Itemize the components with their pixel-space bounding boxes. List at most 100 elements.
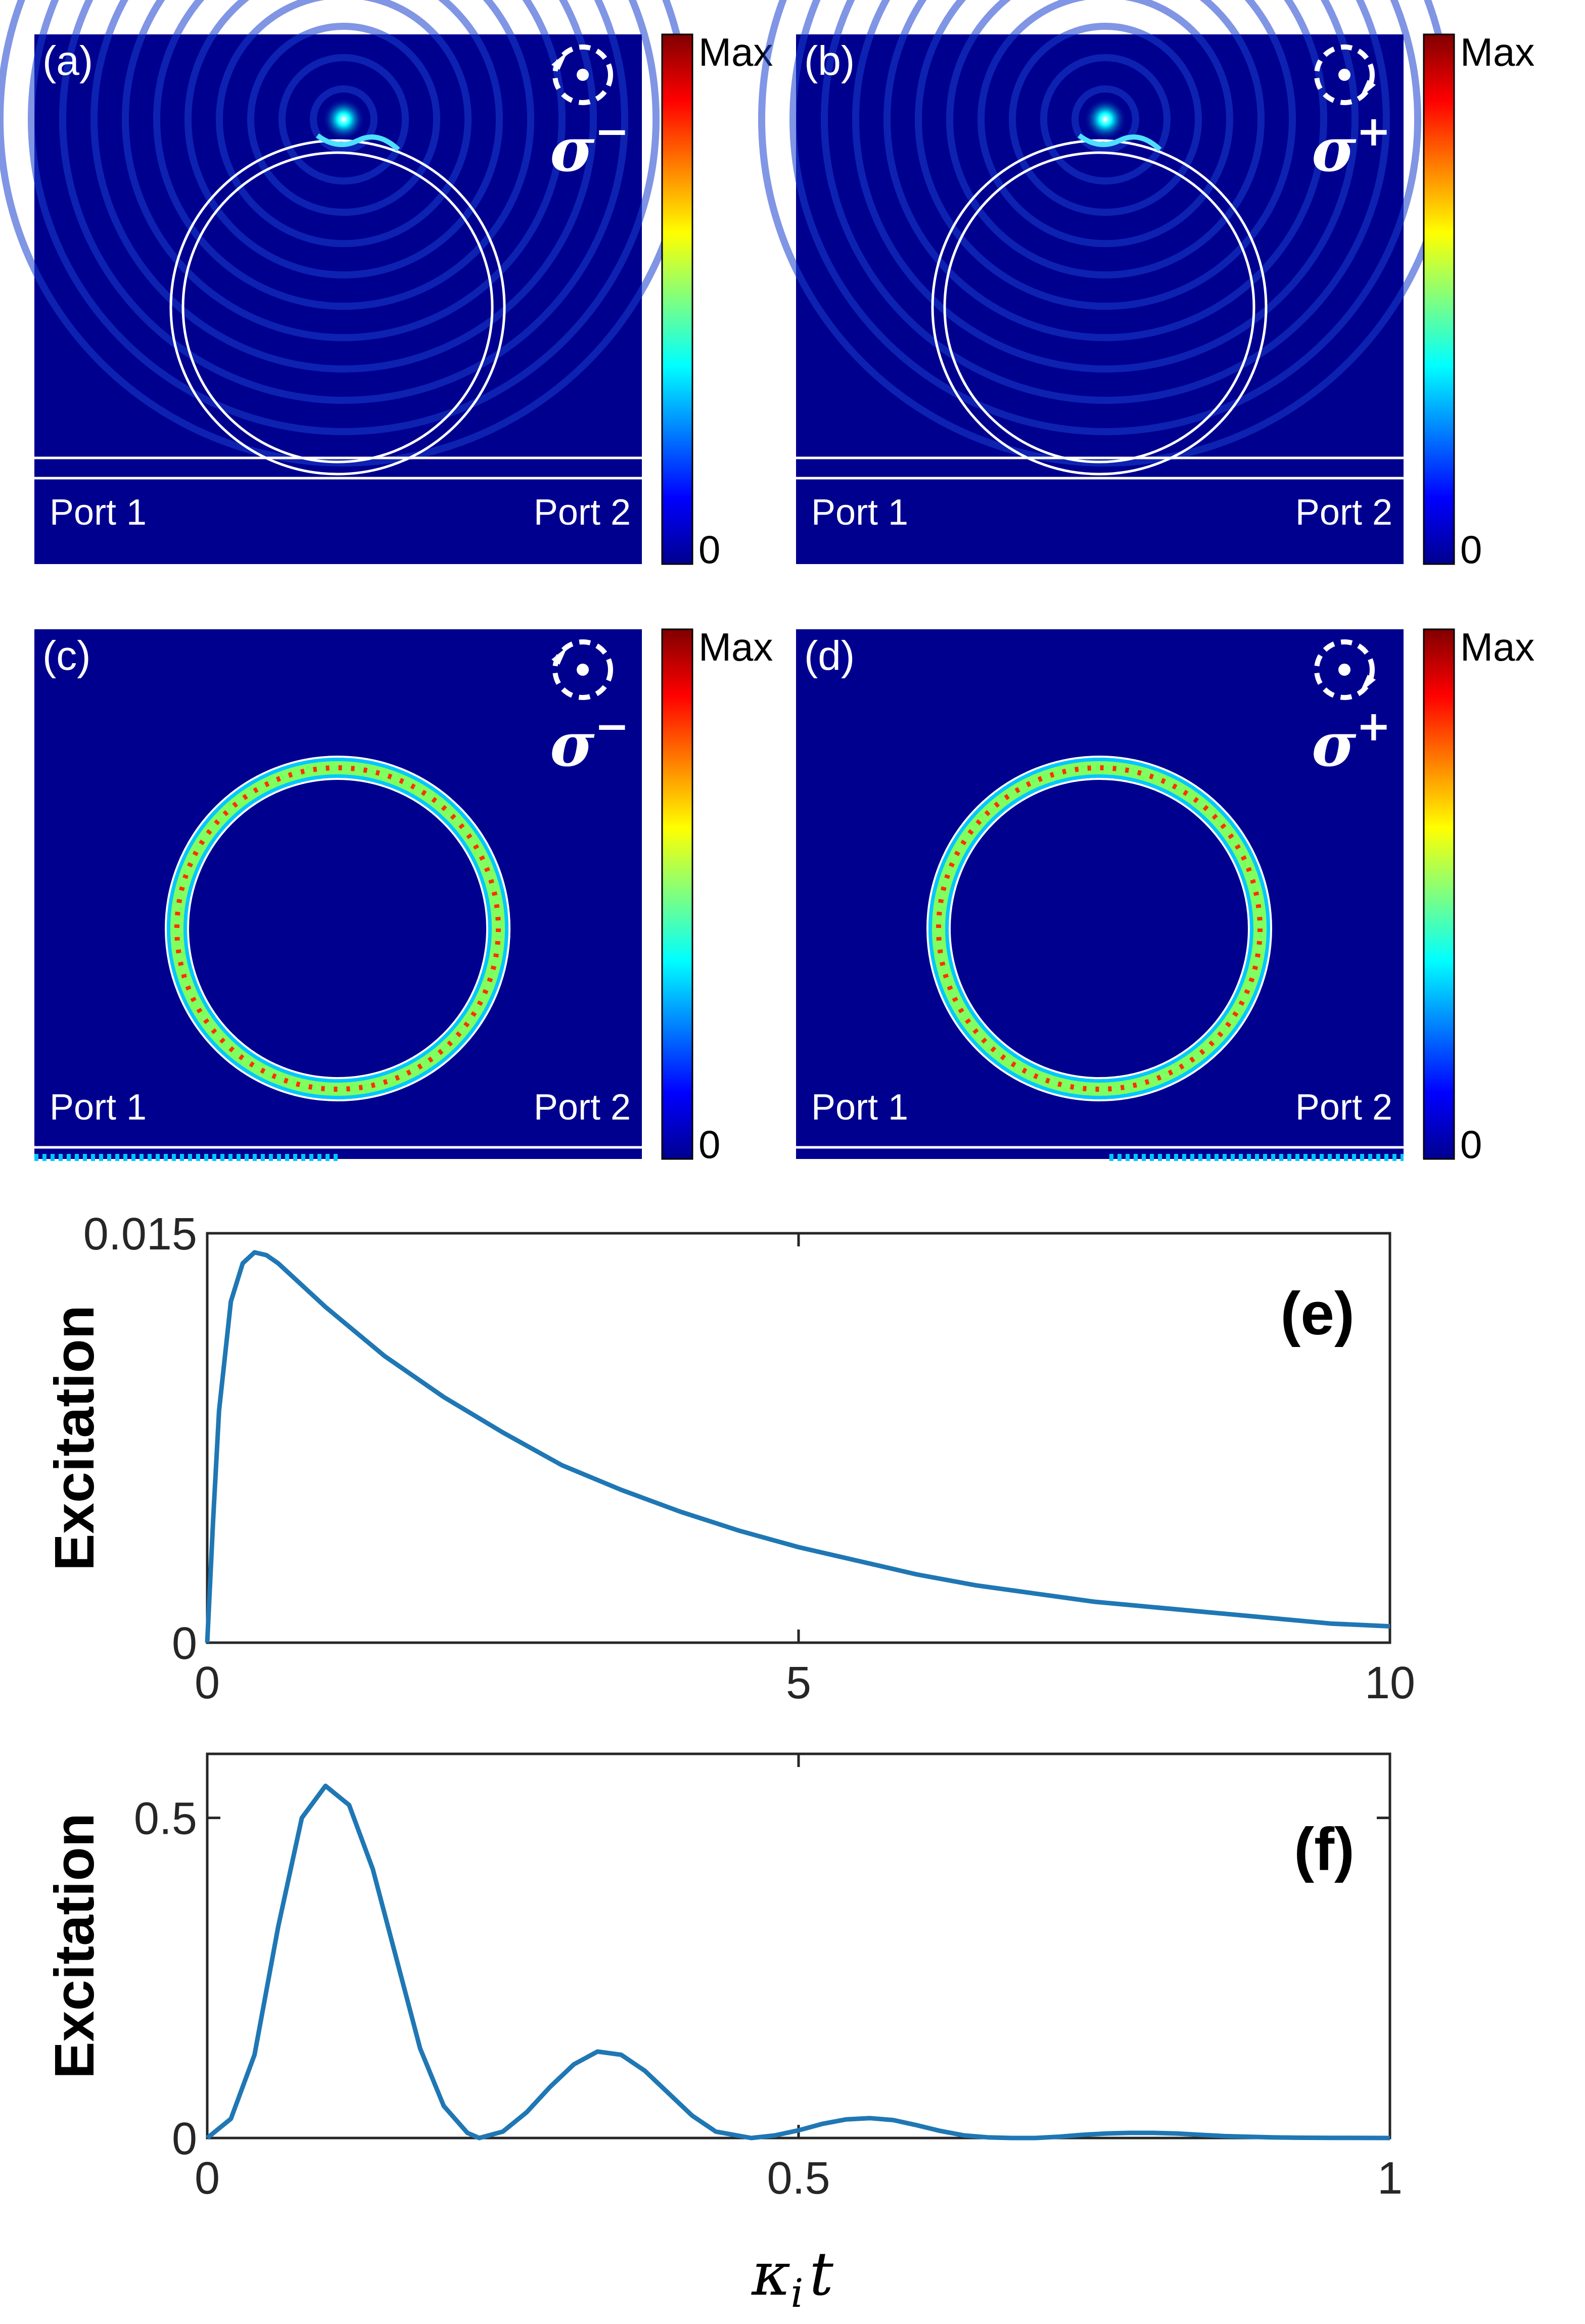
ring-outer (169, 139, 506, 476)
field-map-background (34, 629, 642, 1159)
ripple (1071, 85, 1139, 153)
emitter-glow (322, 98, 365, 141)
polarization-label: σ− (550, 107, 629, 185)
series-line (206, 1783, 1390, 2141)
panel-label-a: (a) (42, 38, 93, 84)
ripple (1040, 54, 1171, 184)
panel-label-c: (c) (42, 633, 91, 679)
port-2-label: Port 2 (1295, 1087, 1392, 1128)
colorbar-min-label: 0 (698, 527, 720, 572)
ripple (90, 0, 597, 373)
ripple (310, 85, 378, 153)
ripple (122, 0, 566, 341)
coupled-field (316, 133, 400, 152)
chart-f: 0 0.5 1 0 0.5 (f) Excitation (43, 1752, 1403, 2204)
x-tick-label: 5 (786, 1658, 811, 1708)
colorbar-gradient (1423, 33, 1455, 565)
emission-ripples (0, 0, 691, 467)
rotation-ccw-icon (551, 639, 613, 700)
panel-label-b: (b) (804, 38, 855, 84)
dashed-circle (552, 44, 613, 105)
rotation-arrow (551, 646, 568, 665)
ring-outer (931, 139, 1268, 476)
panel-c: (c) Port 1 Port 2 σ− (34, 629, 642, 1169)
y-tick-label: 0 (172, 2114, 197, 2164)
ring-inner (949, 778, 1250, 1079)
panel-d: (d) Port 1 Port 2 σ+ (796, 629, 1404, 1169)
dashed-circle (1314, 639, 1375, 700)
panel-a: (a) Port 1 Port 2 σ− (0, 0, 691, 564)
ripple (184, 0, 503, 278)
emitter-glow (1084, 98, 1127, 141)
chart-e: 0 5 10 0 0.015 (e) Excitation (43, 1209, 1415, 1708)
polarization-label: σ+ (1312, 107, 1391, 185)
center-dot (1338, 664, 1350, 676)
ripple (247, 23, 440, 216)
panel-b: (b) Port 1 Port 2 σ+ (758, 0, 1453, 564)
ripple (1009, 23, 1202, 216)
colorbar-max-label: Max (698, 625, 773, 669)
polarization-label: σ− (550, 702, 629, 780)
ring-hotspots (936, 765, 1263, 1092)
colorbar-gradient (1423, 628, 1455, 1160)
ring-outer (926, 756, 1272, 1101)
port-1-label: Port 1 (811, 492, 908, 533)
ripple (153, 0, 534, 310)
rotation-arrow (1360, 675, 1376, 693)
panel-label-e: (e) (1280, 1280, 1355, 1347)
ring-inner (187, 778, 488, 1079)
y-tick-label: 0.5 (134, 1794, 197, 1844)
y-tick-label: 0.015 (83, 1209, 197, 1260)
colorbar-gradient (661, 628, 693, 1160)
ripple (278, 54, 409, 184)
coupled-field (1078, 133, 1162, 152)
ring-hotspots (174, 765, 501, 1092)
ring-outer (165, 756, 510, 1101)
dashed-circle (1314, 44, 1375, 105)
x-tick-label: 0 (195, 2153, 220, 2204)
x-tick-label: 0.5 (767, 2153, 830, 2204)
ring-inner (943, 151, 1255, 463)
rotation-cw-icon (1314, 639, 1376, 700)
colorbar-max-label: Max (698, 30, 773, 74)
colorbar-min-label: 0 (1460, 1122, 1482, 1167)
ripple (821, 0, 1390, 404)
ripple (915, 0, 1296, 310)
colorbar-min-label: 0 (698, 1122, 720, 1167)
resonant-ring (165, 756, 510, 1101)
port-2-label: Port 2 (534, 1087, 631, 1128)
x-tick-label: 0 (195, 1658, 220, 1708)
colorbar-min-label: 0 (1460, 527, 1482, 572)
y-tick-label: 0 (172, 1618, 197, 1669)
ring-inner (181, 151, 494, 463)
plot-area (206, 1752, 1391, 2140)
y-axis-label: Excitation (43, 1813, 106, 2079)
ripple (216, 0, 472, 247)
series-line (205, 1250, 1390, 1643)
rotation-cw-icon (1314, 44, 1376, 105)
port-2-label: Port 2 (1295, 492, 1392, 533)
x-tick-label: 1 (1377, 2153, 1403, 2204)
ripple (852, 0, 1359, 373)
colorbar-gradient (661, 33, 693, 565)
rotation-arrow (1360, 80, 1376, 98)
colorbar-d: Max 0 (1423, 625, 1534, 1167)
panel-label-d: (d) (804, 633, 855, 679)
rotation-ccw-icon (551, 44, 613, 105)
ripple (59, 0, 628, 404)
port-1-label: Port 1 (811, 1087, 908, 1128)
ripple (789, 0, 1421, 435)
colorbar-b: Max 0 (1423, 30, 1534, 572)
polarization-label: σ+ (1312, 702, 1391, 780)
ripple (883, 0, 1327, 341)
ripple (946, 0, 1265, 278)
colorbar-c: Max 0 (661, 625, 773, 1167)
resonant-ring (926, 756, 1272, 1101)
rotation-arrow (551, 52, 568, 70)
colorbar-max-label: Max (1460, 625, 1534, 669)
ripple (977, 0, 1233, 247)
port-1-label: Port 1 (50, 492, 147, 533)
dashed-circle (552, 639, 613, 700)
port-1-label: Port 1 (50, 1087, 147, 1128)
